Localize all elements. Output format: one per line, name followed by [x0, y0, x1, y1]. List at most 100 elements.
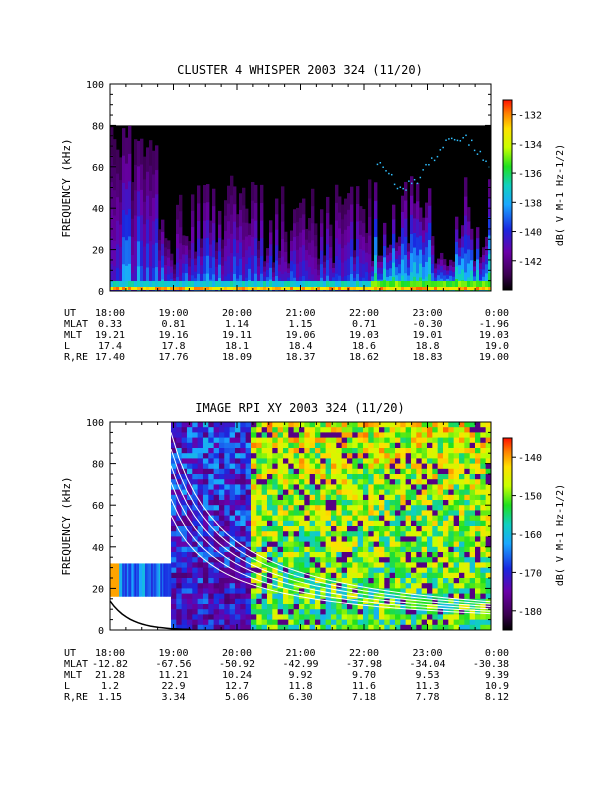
ephemeris-cell: 19:00 [158, 648, 188, 659]
spectrogram-cell [218, 422, 225, 428]
spectrogram-cell [469, 505, 476, 511]
spectrogram-cell [378, 567, 385, 574]
spectrogram-cell [400, 572, 407, 579]
spectrogram-cell [389, 252, 393, 261]
spectrogram-cell [197, 572, 204, 579]
spectrogram-cell [442, 567, 449, 574]
spectrogram-cell [272, 479, 279, 485]
spectrogram-cell [192, 484, 199, 490]
spectrogram-cell [378, 463, 385, 470]
spectrogram-cell [288, 619, 295, 626]
spectrogram-cell [298, 437, 305, 444]
spectrogram-cell [410, 588, 417, 594]
spectrogram-cell [317, 274, 321, 281]
spectrogram-cell [432, 510, 439, 516]
spectrogram-cell [208, 624, 215, 631]
spectrogram-cell [357, 624, 364, 631]
spectrogram-cell [309, 510, 316, 516]
spectrogram-cell [320, 583, 327, 589]
spectrogram-cell [325, 474, 332, 480]
spectrogram-cell [384, 448, 391, 454]
colorbar-tick-label: -180 [518, 607, 542, 618]
spectrogram-cell [278, 250, 282, 258]
spectrogram-cell [378, 494, 385, 501]
spectrogram-cell [455, 216, 459, 230]
spectrogram-cell [263, 266, 267, 272]
spectrogram-cell [431, 287, 435, 290]
spectrogram-cell [320, 609, 327, 615]
spectrogram-cell [341, 218, 345, 234]
spectrogram-cell [240, 484, 247, 490]
spectrogram-cell [362, 484, 369, 490]
spectrogram-cell [311, 256, 315, 275]
spectrogram-cell [119, 287, 123, 290]
spectrogram-cell [277, 604, 284, 610]
spectrogram-cell [336, 604, 343, 610]
spectrogram-cell [261, 546, 268, 553]
spectrogram-cell [446, 287, 450, 290]
spectrogram-cell [248, 281, 252, 289]
spectrogram-cell [362, 236, 366, 251]
spectrogram-cell [176, 593, 183, 600]
spectrogram-cell [329, 287, 333, 290]
spectrogram-cell [400, 437, 407, 444]
spectrogram-cell [389, 578, 396, 584]
spectrogram-cell [362, 562, 369, 568]
spectrogram-cell [336, 546, 343, 553]
spectrogram-cell [464, 448, 471, 454]
spectrogram-cell [113, 189, 117, 216]
spectrogram-cell [373, 526, 380, 532]
spectrogram-cell [469, 614, 476, 620]
spectrogram-cell [346, 619, 353, 626]
spectrogram-cell [325, 437, 332, 444]
spectrogram-cell [250, 546, 257, 553]
spectrogram-cell [234, 567, 241, 574]
colorbar-tick-label: -142 [518, 257, 542, 268]
spectrogram-cell [256, 583, 263, 589]
spectrogram-cell [400, 489, 407, 496]
spectrogram-cell [373, 437, 380, 444]
spectrogram-cell [480, 609, 487, 615]
spectrogram-cell [256, 474, 263, 480]
spectrogram-cell [208, 614, 215, 620]
spectrogram-cell [181, 598, 188, 605]
spectrogram-cell [181, 557, 188, 563]
spectrogram-cell [272, 572, 279, 579]
spectrogram-cell [473, 281, 477, 289]
spectrogram-cell [314, 510, 321, 516]
spectrogram-cell [482, 276, 486, 285]
spectrogram-cell [218, 520, 225, 527]
spectrogram-cell [261, 474, 268, 480]
spectrogram-cell [405, 468, 412, 475]
spectrogram-cell [256, 557, 263, 563]
spectrogram-cell [362, 593, 369, 600]
spectrogram-cell [485, 254, 489, 265]
spectrogram-cell [290, 240, 294, 252]
spectrogram-cell [469, 520, 476, 527]
spectrogram-cell [176, 494, 183, 501]
spectrogram-cell [170, 505, 177, 511]
spectrogram-cell [254, 287, 258, 290]
spectrogram-cell [448, 552, 455, 558]
spectrogram-cell [218, 432, 225, 438]
spectrogram-cell [346, 536, 353, 542]
spectrogram-cell [384, 432, 391, 438]
spectrogram-cell [426, 520, 433, 527]
spectrogram-cell [453, 578, 460, 584]
spectrogram-cell [368, 287, 372, 290]
spectrogram-cell [197, 448, 204, 454]
trace-point [413, 178, 416, 181]
spectrogram-cell [474, 494, 481, 501]
spectrogram-cell [266, 562, 273, 568]
spectrogram-cell [389, 275, 393, 284]
spectrogram-cell [416, 458, 423, 464]
spectrogram-cell [173, 281, 177, 289]
spectrogram-cell [218, 494, 225, 501]
spectrogram-cell [248, 257, 252, 269]
ephemeris-row-label: MLT [64, 330, 82, 341]
spectrogram-cell [416, 562, 423, 568]
spectrogram-cell [197, 479, 204, 485]
spectrogram-cell [362, 572, 369, 579]
spectrogram-cell [250, 479, 257, 485]
spectrogram-cell [170, 567, 177, 574]
